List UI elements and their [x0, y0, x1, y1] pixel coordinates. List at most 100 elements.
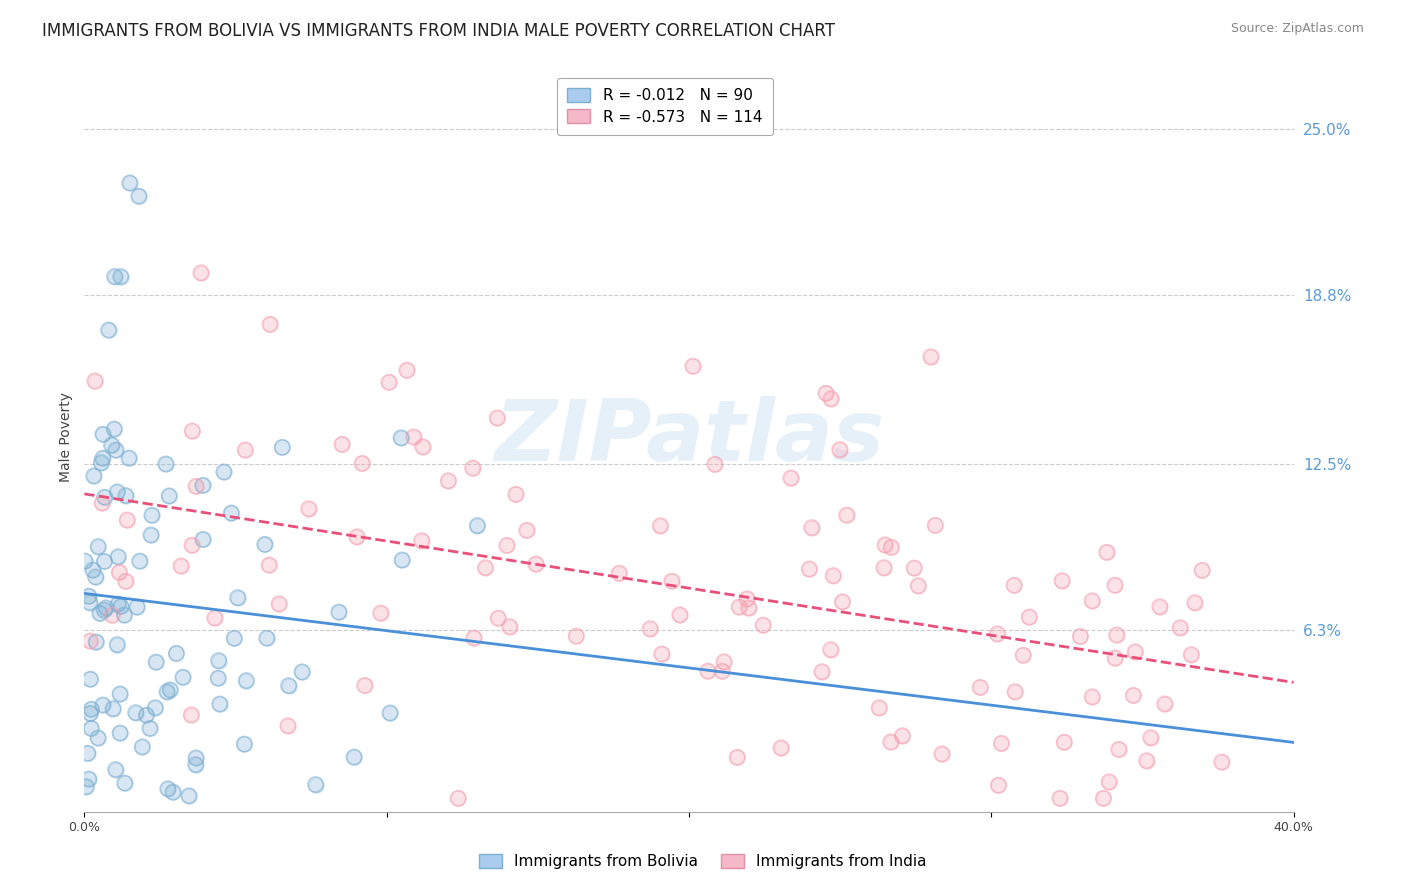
Point: [891, 729, 914, 743]
Point: [814, 386, 837, 401]
Point: [145, 655, 167, 669]
Point: [304, 778, 326, 792]
Point: [184, 479, 207, 493]
Point: [1153, 697, 1175, 711]
Point: [343, 750, 366, 764]
Point: [924, 518, 946, 533]
Point: [159, 682, 181, 697]
Point: [391, 553, 413, 567]
Point: [920, 350, 942, 364]
Point: [467, 518, 489, 533]
Point: [1135, 754, 1157, 768]
Point: [79, 672, 101, 686]
Point: [752, 618, 775, 632]
Point: [1191, 563, 1213, 577]
Point: [110, 269, 132, 284]
Point: [1049, 791, 1071, 805]
Point: [1018, 610, 1040, 624]
Point: [77, 772, 100, 786]
Point: [728, 599, 751, 614]
Point: [84, 374, 107, 388]
Point: [118, 451, 141, 466]
Point: [79, 595, 101, 609]
Point: [346, 530, 368, 544]
Point: [108, 726, 131, 740]
Point: [180, 707, 202, 722]
Point: [76, 747, 98, 761]
Point: [907, 578, 929, 592]
Point: [412, 440, 434, 454]
Point: [1149, 599, 1171, 614]
Point: [412, 440, 434, 454]
Point: [1081, 690, 1104, 704]
Point: [304, 778, 326, 792]
Point: [73, 554, 96, 568]
Point: [402, 430, 425, 444]
Point: [505, 487, 527, 501]
Point: [638, 622, 661, 636]
Point: [128, 189, 150, 203]
Point: [820, 642, 842, 657]
Point: [389, 431, 412, 445]
Point: [105, 638, 128, 652]
Point: [447, 791, 470, 805]
Point: [1069, 630, 1091, 644]
Point: [139, 528, 162, 542]
Point: [1122, 689, 1144, 703]
Point: [110, 599, 132, 614]
Point: [1081, 593, 1104, 607]
Point: [924, 518, 946, 533]
Point: [711, 664, 734, 678]
Point: [873, 538, 896, 552]
Point: [181, 538, 204, 552]
Point: [463, 631, 485, 645]
Point: [352, 457, 374, 471]
Point: [207, 654, 229, 668]
Point: [1012, 648, 1035, 662]
Point: [880, 541, 903, 555]
Point: [728, 599, 751, 614]
Point: [920, 350, 942, 364]
Point: [524, 557, 547, 571]
Point: [607, 566, 630, 581]
Point: [931, 747, 953, 761]
Point: [87, 540, 110, 554]
Point: [131, 739, 153, 754]
Point: [402, 430, 425, 444]
Point: [437, 474, 460, 488]
Point: [880, 735, 903, 749]
Point: [328, 605, 350, 619]
Point: [1104, 651, 1126, 665]
Point: [105, 638, 128, 652]
Point: [80, 722, 103, 736]
Point: [1184, 595, 1206, 609]
Point: [112, 607, 135, 622]
Point: [735, 591, 758, 606]
Point: [1081, 593, 1104, 607]
Point: [124, 706, 146, 720]
Point: [661, 574, 683, 589]
Point: [271, 441, 294, 455]
Point: [100, 438, 122, 452]
Point: [226, 591, 249, 605]
Point: [124, 706, 146, 720]
Point: [779, 471, 801, 485]
Point: [811, 665, 834, 679]
Point: [1050, 574, 1073, 588]
Point: [208, 697, 231, 711]
Point: [461, 461, 484, 475]
Point: [873, 538, 896, 552]
Point: [682, 359, 704, 374]
Point: [651, 647, 673, 661]
Point: [177, 789, 200, 803]
Point: [713, 655, 735, 669]
Point: [172, 670, 194, 684]
Point: [84, 635, 107, 649]
Point: [820, 392, 842, 406]
Point: [661, 574, 683, 589]
Point: [155, 457, 177, 471]
Point: [84, 374, 107, 388]
Point: [84, 570, 107, 584]
Point: [162, 785, 184, 799]
Point: [486, 611, 509, 625]
